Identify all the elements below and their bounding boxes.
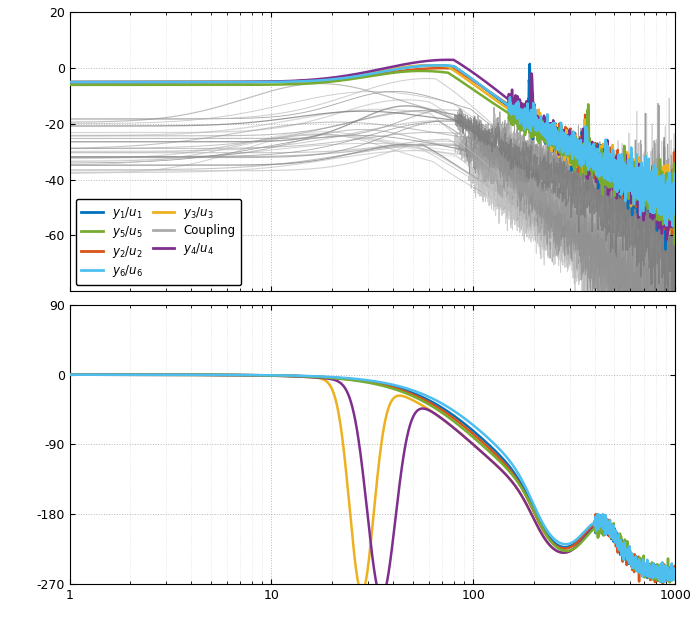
Legend: $y_1/u_1$, $y_5/u_5$, $y_2/u_2$, $y_6/u_6$, $y_3/u_3$, Coupling, $y_4/u_4$: $y_1/u_1$, $y_5/u_5$, $y_2/u_2$, $y_6/u_… bbox=[75, 199, 242, 285]
